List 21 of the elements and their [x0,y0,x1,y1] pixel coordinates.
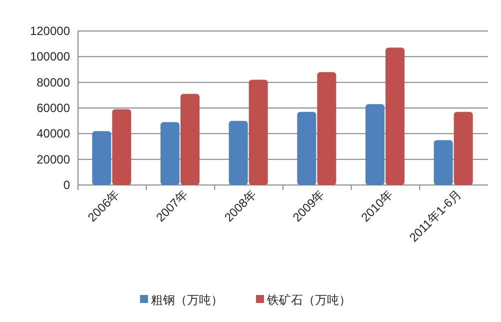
bar [366,104,384,185]
bar [180,94,200,185]
bar [386,48,404,185]
bar [112,109,132,185]
bar [454,112,473,185]
y-tick-label: 120000 [30,24,70,38]
bar [317,72,336,185]
y-tick-label: 20000 [36,152,70,166]
y-tick-label: 0 [63,178,70,192]
y-tick-label: 80000 [36,75,70,90]
legend-label: 粗钢（万吨） [151,293,223,307]
y-tick-label: 100000 [30,50,70,64]
bar [434,140,453,185]
legend-label: 铁矿石（万吨） [266,293,351,307]
y-tick-label: 60000 [36,101,70,115]
bar [297,112,316,185]
bar [160,122,180,185]
bar [248,80,268,185]
bar [228,120,248,185]
bar [92,131,112,185]
y-tick-label: 40000 [36,126,70,141]
